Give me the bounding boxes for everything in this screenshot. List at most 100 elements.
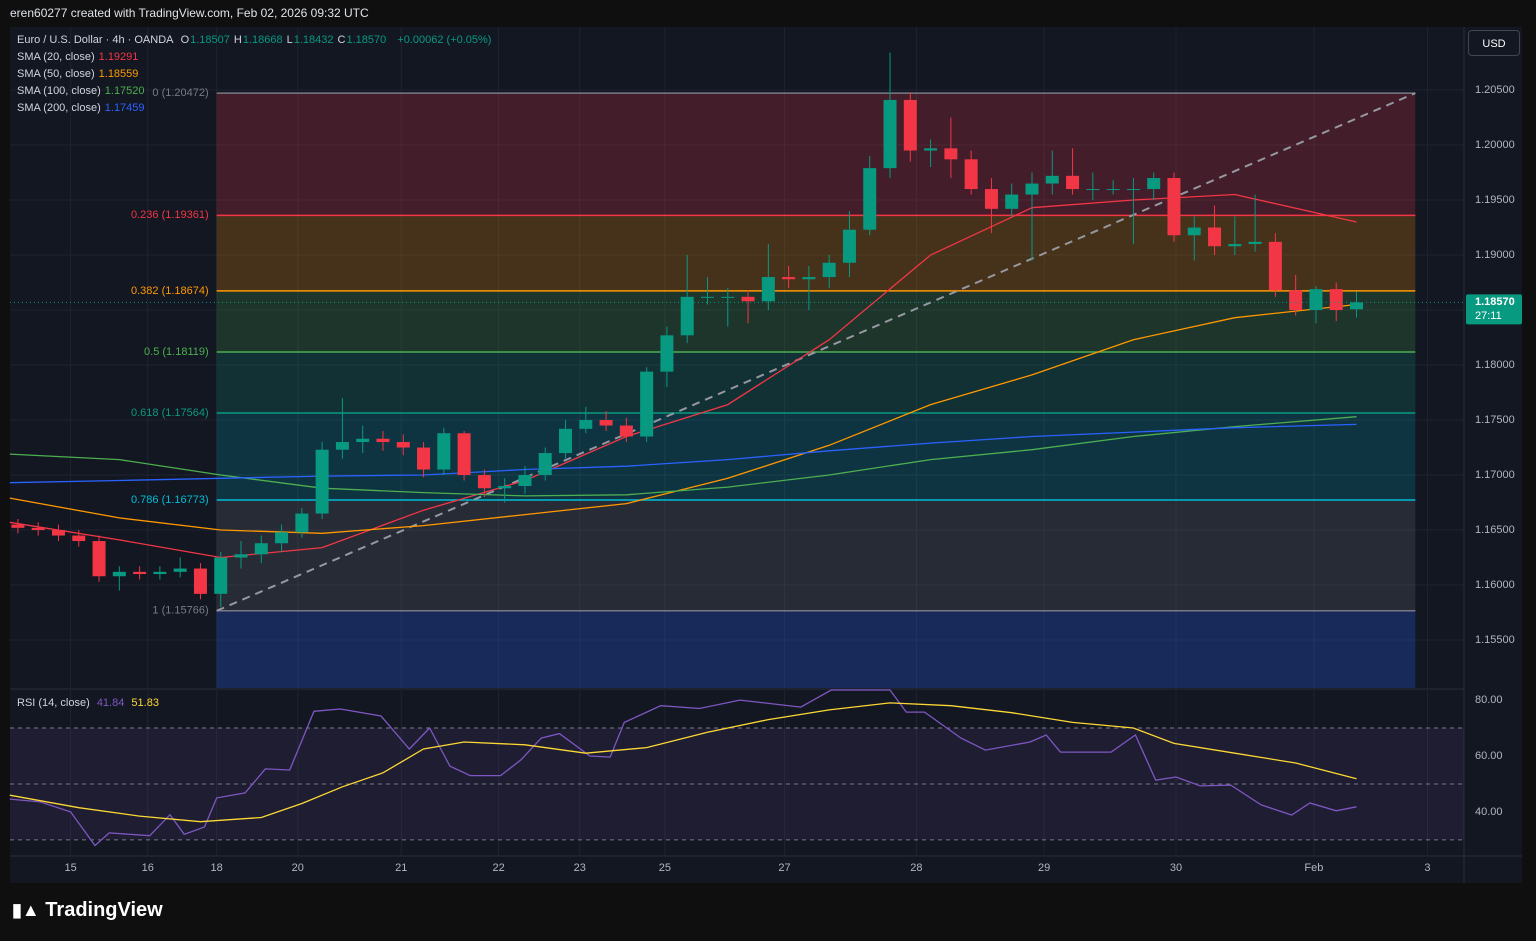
y-tick-label: 1.19000 (1475, 249, 1515, 261)
y-tick-label: 1.19500 (1475, 194, 1515, 206)
indicator-row: SMA (200, close) 1.17459 (17, 102, 149, 114)
rsi-line (9, 689, 1357, 847)
fib-band (216, 93, 1416, 216)
candle-body (498, 486, 512, 489)
x-tick-label: 18 (211, 862, 223, 874)
ohlc: O1.18507 H1.18668 L1.18432 C1.18570 (181, 34, 391, 46)
brand-logo: ▮▲ TradingView (12, 899, 163, 922)
candle-body (924, 148, 938, 151)
candle-body (417, 447, 431, 470)
candle-body (1289, 290, 1303, 311)
candle-body (721, 296, 735, 298)
candle-body (741, 296, 755, 302)
y-tick-label: 1.17000 (1475, 469, 1515, 481)
symbol-title: Euro / U.S. Dollar · 4h · OANDA (17, 34, 174, 46)
x-tick-label: 23 (574, 862, 586, 874)
indicator-row: SMA (50, close) 1.18559 (17, 68, 142, 80)
candle-body (984, 189, 998, 209)
candle-body (1208, 227, 1222, 247)
candle-body (1187, 227, 1201, 236)
fib-band (216, 290, 1416, 352)
x-tick-label: 28 (910, 862, 922, 874)
candle-body (518, 475, 532, 487)
candle-body (214, 557, 228, 594)
x-tick-label: 25 (659, 862, 671, 874)
candle-body (1329, 289, 1343, 311)
candle-body (457, 433, 471, 476)
fib-label: 0.618 (1.17564) (131, 407, 209, 419)
rsi-tick-label: 40.00 (1475, 806, 1503, 818)
candle-body (1309, 289, 1323, 311)
candle-body (376, 438, 390, 443)
fib-label: 0.786 (1.16773) (131, 494, 209, 506)
candle-body (964, 159, 978, 190)
candle-body (1228, 244, 1242, 247)
indicator-name: SMA (100, close) (17, 85, 101, 97)
x-tick-label: 16 (142, 862, 154, 874)
y-tick-label: 1.16000 (1475, 579, 1515, 591)
chart-frame (10, 27, 1522, 883)
ohlc-value: 1.18432 (293, 34, 334, 46)
candle-body (1025, 183, 1039, 195)
symbol-legend: Euro / U.S. Dollar · 4h · OANDA O1.18507… (17, 34, 495, 46)
candle-body (1106, 189, 1120, 191)
candle-body (51, 530, 65, 536)
candle-body (802, 277, 816, 280)
x-tick-label: Feb (1304, 862, 1323, 874)
candle-body (173, 568, 187, 572)
fib-label: 0 (1.20472) (152, 87, 208, 99)
y-tick-label: 1.18000 (1475, 359, 1515, 371)
indicator-value: 1.17459 (104, 102, 145, 114)
x-tick-label: 30 (1170, 862, 1182, 874)
candle-body (599, 420, 613, 426)
candle-body (234, 554, 248, 558)
x-tick-label: 3 (1424, 862, 1430, 874)
sma-line (9, 423, 1357, 484)
countdown-label: 27:11 (1475, 310, 1502, 322)
indicator-name: SMA (200, close) (17, 102, 101, 114)
indicator-value: 1.18559 (98, 68, 139, 80)
sma-line (9, 416, 1357, 497)
candle-body (863, 168, 877, 230)
candle-body (619, 425, 633, 437)
candle-body (903, 99, 917, 151)
candle-body (700, 296, 714, 298)
currency-button[interactable]: USD (1468, 30, 1520, 56)
ohlc-value: 1.18668 (242, 34, 283, 46)
candle-body (1350, 302, 1364, 310)
x-tick-label: 22 (492, 862, 504, 874)
candle-body (315, 449, 329, 514)
y-tick-label: 1.16500 (1475, 524, 1515, 536)
candle-body (193, 568, 207, 594)
fib-label: 0.5 (1.18119) (144, 346, 209, 358)
byline: eren60277 created with TradingView.com, … (10, 6, 369, 20)
indicator-value: 1.19291 (98, 51, 139, 63)
fib-band (216, 500, 1416, 611)
candle-body (254, 543, 268, 555)
candle-body (1005, 194, 1019, 209)
candle-body (275, 532, 289, 544)
brand-name: TradingView (45, 899, 163, 921)
ohlc-label: L (286, 34, 293, 46)
rsi-name: RSI (14, close) (17, 697, 90, 709)
fib-band (216, 412, 1416, 501)
candle-body (1147, 178, 1161, 190)
fib-label: 0.236 (1.19361) (131, 209, 209, 221)
change: +0.00062 (+0.05%) (397, 34, 492, 46)
candle-body (477, 475, 491, 489)
candle-body (640, 371, 654, 437)
logo-mark: ▮▲ (12, 900, 40, 920)
y-tick-label: 1.17500 (1475, 414, 1515, 426)
candle-body (660, 335, 674, 372)
candle-body (842, 229, 856, 263)
candle-body (396, 442, 410, 448)
indicator-value: 1.17520 (104, 85, 145, 97)
candle-body (538, 453, 552, 476)
candle-body (153, 571, 167, 575)
candle-body (31, 527, 45, 531)
candle-body (133, 571, 147, 575)
ohlc-label: O (180, 34, 190, 46)
fib-band (216, 351, 1416, 413)
